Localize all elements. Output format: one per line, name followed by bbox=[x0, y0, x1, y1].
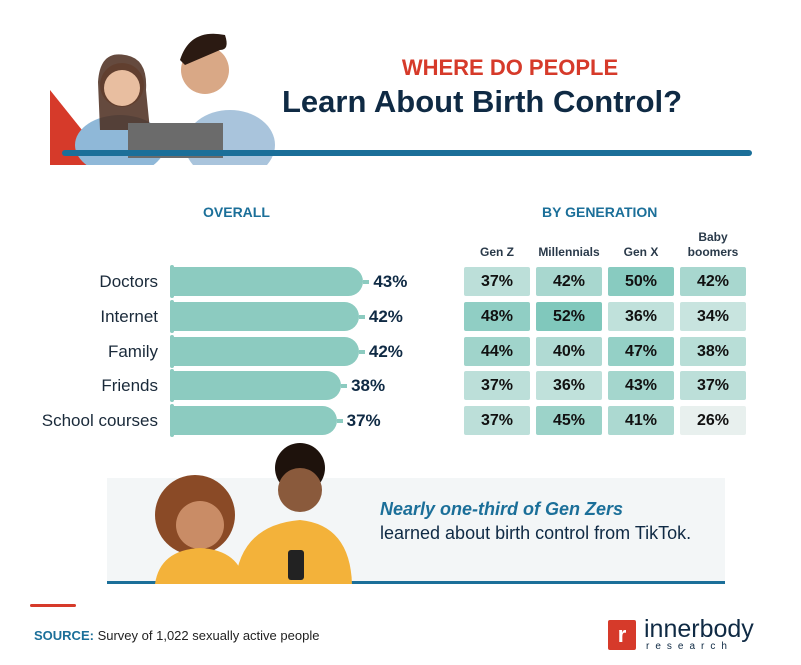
bar bbox=[169, 369, 342, 402]
callout-text: Nearly one-third of Gen Zers learned abou… bbox=[380, 497, 700, 545]
young-people-phone-photo bbox=[155, 443, 352, 584]
bar bbox=[169, 265, 364, 298]
heatmap-cell: 43% bbox=[608, 371, 674, 400]
by-generation-heading: BY GENERATION bbox=[542, 204, 658, 220]
row-label: Doctors bbox=[99, 272, 158, 291]
heatmap-cell: 45% bbox=[536, 406, 602, 435]
source-text: Survey of 1,022 sexually active people bbox=[97, 628, 320, 643]
heatmap-cell: 26% bbox=[680, 406, 746, 435]
heatmap-cell: 37% bbox=[464, 267, 530, 296]
heatmap-cell: 36% bbox=[536, 371, 602, 400]
heatmap-cell: 47% bbox=[608, 337, 674, 366]
bar-value-label: 37% bbox=[346, 411, 381, 430]
heatmap-cell: 42% bbox=[536, 267, 602, 296]
column-header: Baby boomers bbox=[687, 230, 739, 259]
heatmap-cell: 52% bbox=[536, 302, 602, 331]
heatmap-cell: 34% bbox=[680, 302, 746, 331]
source-accent-line bbox=[30, 604, 76, 607]
bar bbox=[170, 335, 359, 368]
bar bbox=[170, 300, 359, 333]
column-header: Millennials bbox=[538, 245, 600, 259]
row-label: School courses bbox=[41, 411, 158, 430]
bar-value-label: 38% bbox=[351, 376, 386, 395]
logo-text: innerbody bbox=[644, 615, 754, 643]
heatmap-cell: 40% bbox=[536, 337, 602, 366]
bar bbox=[170, 404, 337, 437]
heatmap-cell: 37% bbox=[464, 371, 530, 400]
source-note: SOURCE: Survey of 1,022 sexually active … bbox=[34, 628, 319, 643]
heatmap-cell: 50% bbox=[608, 267, 674, 296]
logo-subtext: research bbox=[646, 641, 733, 652]
heatmap-cell: 48% bbox=[464, 302, 530, 331]
bar-tip bbox=[336, 419, 343, 423]
callout-highlight: Nearly one-third of Gen Zers bbox=[380, 499, 624, 519]
row-label: Friends bbox=[101, 376, 158, 395]
innerbody-logo-icon: r bbox=[608, 620, 636, 650]
column-header: Gen X bbox=[623, 245, 659, 259]
row-label: Family bbox=[107, 342, 158, 361]
bar-tip bbox=[358, 315, 365, 319]
heatmap-cell: 41% bbox=[608, 406, 674, 435]
title-divider bbox=[62, 150, 752, 156]
bar-tip bbox=[363, 280, 370, 284]
overall-heading: OVERALL bbox=[203, 204, 270, 220]
heatmap-cell: 38% bbox=[680, 337, 746, 366]
column-header: Gen Z bbox=[479, 245, 514, 259]
page-title: Learn About Birth Control? bbox=[282, 84, 683, 119]
row-label: Internet bbox=[100, 307, 158, 326]
heatmap-cell: 37% bbox=[464, 406, 530, 435]
bar-value-label: 43% bbox=[373, 272, 408, 291]
heatmap-cell: 36% bbox=[608, 302, 674, 331]
source-label: SOURCE: bbox=[34, 628, 94, 643]
bar-tip bbox=[358, 350, 365, 354]
heatmap-cell: 37% bbox=[680, 371, 746, 400]
bar-value-label: 42% bbox=[368, 342, 403, 361]
bar-tip bbox=[341, 384, 348, 388]
heatmap-cell: 42% bbox=[680, 267, 746, 296]
couple-laptop-photo bbox=[50, 33, 275, 165]
heatmap-cell: 44% bbox=[464, 337, 530, 366]
subtitle: WHERE DO PEOPLE bbox=[401, 55, 619, 80]
bar-value-label: 42% bbox=[368, 307, 403, 326]
callout-body: learned about birth control from TikTok. bbox=[380, 523, 692, 543]
